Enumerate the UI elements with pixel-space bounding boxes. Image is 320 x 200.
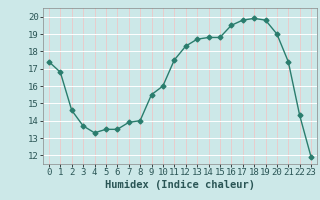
X-axis label: Humidex (Indice chaleur): Humidex (Indice chaleur) — [105, 180, 255, 190]
